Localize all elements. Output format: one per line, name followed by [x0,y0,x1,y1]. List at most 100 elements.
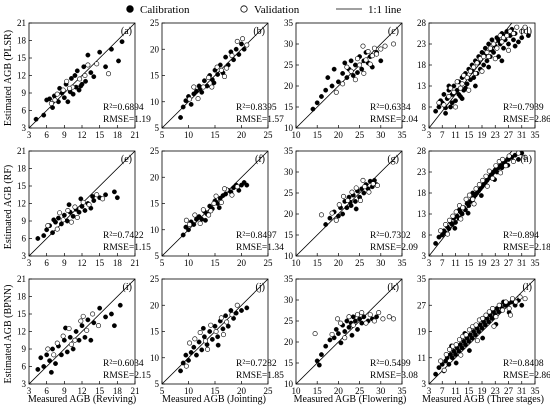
calibration-point [194,352,199,358]
validation-point [72,204,78,210]
calibration-point [357,316,362,322]
calibration-point [236,52,242,57]
y-tick-label: 23 [417,167,427,177]
calibration-point [482,45,488,51]
x-tick-label: 5 [160,130,165,140]
x-tick-label: 27 [504,130,514,140]
validation-point [515,150,521,156]
validation-point [346,314,352,320]
calibration-point [456,348,462,354]
x-tick-label: 10 [184,258,194,268]
validation-point [369,53,375,59]
validation-point [349,189,355,195]
y-tick-label: 20 [284,337,294,347]
calibration-point [76,337,82,343]
calibration-point [353,206,359,212]
calibration-point [359,66,365,72]
validation-point [367,312,373,318]
validation-point [192,336,198,342]
calibration-point [88,70,94,75]
x-tick-label: 15 [211,258,221,268]
calibration-point [78,83,84,89]
calibration-point [35,367,41,372]
y-tick-label: 10 [150,353,160,363]
calibration-point [50,230,55,236]
panel-label: (i) [123,282,132,293]
r2-label: R²=0.6894 [103,103,144,113]
y-tick-label: 8 [422,102,427,112]
calibration-point [186,357,191,363]
validation-point [503,299,509,305]
validation-point [80,313,86,319]
calibration-point [82,208,88,213]
y-tick-label: 9 [22,88,27,98]
x-tick-label: 10 [184,130,194,140]
validation-point [342,335,348,341]
one-to-one-line [28,278,136,385]
calibration-point [346,324,352,330]
x-tick-label: 3 [427,258,432,268]
calibration-point [342,329,348,334]
y-tick-label: 15 [150,199,160,209]
validation-point [54,226,60,232]
calibration-point [499,58,505,64]
calibration-point [44,227,50,233]
x-tick-label: 15 [464,258,474,268]
validation-point [491,323,497,329]
validation-point [352,77,358,83]
validation-point [335,316,341,322]
validation-point [45,223,51,229]
calibration-point [65,99,71,105]
calibration-point [111,189,117,195]
calibration-point [516,156,521,162]
y-tick-label: 15 [284,102,294,112]
x-tick-label: 35 [398,130,408,140]
calibration-point [201,78,207,84]
calibration-point [338,340,344,346]
validation-point [200,207,206,213]
y-tick-label: 10 [150,225,160,235]
validation-point [208,208,214,214]
r2-label: R²=0.8395 [236,103,277,113]
x-tick-label: 30 [376,386,386,396]
calibration-point [344,318,350,324]
validation-point [202,338,208,344]
calibration-point [103,192,108,198]
validation-point [209,84,215,90]
calibration-point [203,217,208,223]
calibration-point [323,87,329,93]
y-tick-label: 30 [284,39,294,49]
calibration-point [459,96,465,102]
calibration-point [41,364,47,369]
calibration-point [459,345,465,351]
validation-point [447,347,453,353]
x-tick-label: 20 [237,130,247,140]
validation-point [200,84,206,90]
validation-point [234,302,240,308]
y-tick-label: 13 [417,81,427,91]
validation-point [224,319,230,325]
validation-point [52,97,58,103]
panel-label: (e) [121,154,132,165]
calibration-point [335,331,341,336]
calibration-point [215,334,221,340]
validation-point [506,306,512,312]
validation-point [187,96,193,102]
col-label-reviving: Measured AGB (Reviving) [28,394,136,405]
validation-point [234,38,240,44]
validation-point [197,330,203,336]
validation-point [453,209,459,215]
validation-point [382,43,388,49]
y-tick-label: 25 [150,274,160,284]
validation-point [450,213,456,219]
validation-point [483,173,489,179]
y-tick-label: 35 [284,274,294,284]
validation-point [466,327,472,333]
validation-point [218,315,224,321]
validation-point [453,342,459,348]
validation-point [481,54,487,60]
x-tick-label: 15 [211,130,221,140]
rmse-label: RMSE=1.34 [236,243,284,253]
calibration-point [443,110,448,116]
